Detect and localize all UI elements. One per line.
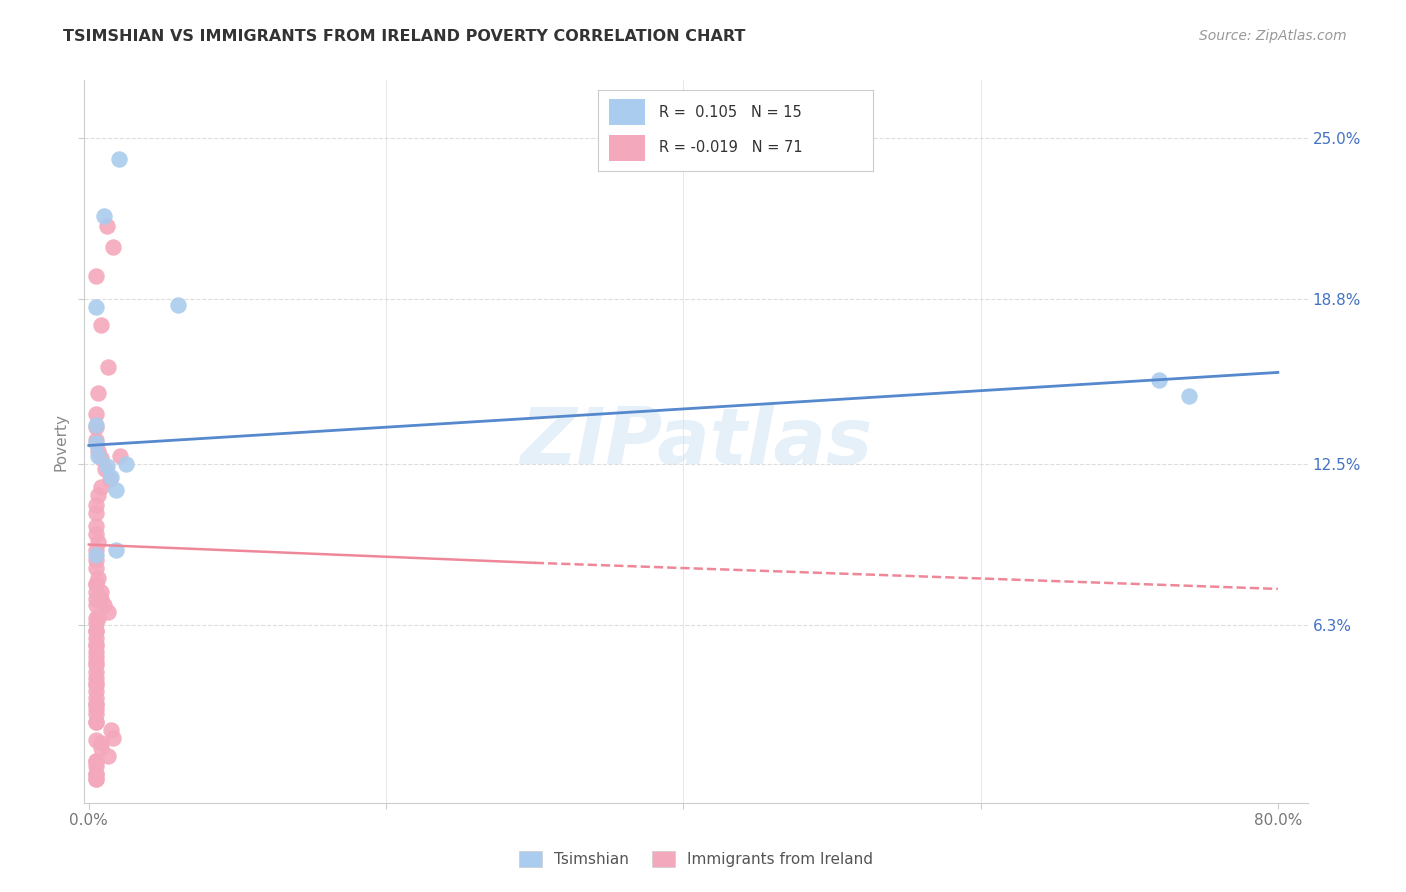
Point	[96, 219, 118, 234]
Point	[84, 610, 107, 624]
Text: TSIMSHIAN VS IMMIGRANTS FROM IRELAND POVERTY CORRELATION CHART: TSIMSHIAN VS IMMIGRANTS FROM IRELAND POV…	[63, 29, 745, 45]
Point	[84, 553, 107, 567]
Point	[84, 434, 107, 448]
Point	[87, 449, 110, 463]
Point	[84, 268, 107, 283]
Text: Source: ZipAtlas.com: Source: ZipAtlas.com	[1199, 29, 1347, 44]
Point	[84, 637, 107, 651]
Point	[84, 697, 107, 711]
Point	[84, 644, 107, 658]
Point	[115, 457, 138, 471]
Point	[93, 598, 115, 612]
Point	[84, 420, 107, 434]
Text: ZIPatlas: ZIPatlas	[520, 403, 872, 480]
Point	[97, 606, 120, 620]
Point	[84, 527, 107, 541]
Point	[84, 584, 107, 599]
Point	[100, 723, 122, 737]
Point	[84, 576, 107, 591]
Point	[84, 632, 107, 646]
Point	[97, 748, 120, 763]
Point	[90, 451, 112, 466]
Point	[98, 472, 121, 486]
Point	[84, 542, 107, 557]
Point	[90, 592, 112, 607]
Point	[84, 548, 107, 562]
Point	[90, 741, 112, 756]
Point	[84, 655, 107, 669]
Point	[84, 772, 107, 787]
Point	[84, 714, 107, 729]
Point	[93, 209, 115, 223]
Point	[84, 300, 107, 314]
Point	[90, 318, 112, 333]
Point	[84, 561, 107, 575]
Point	[108, 449, 131, 463]
Point	[84, 499, 107, 513]
Point	[87, 443, 110, 458]
Point	[87, 610, 110, 624]
Point	[167, 297, 190, 311]
Point	[84, 767, 107, 781]
Point	[84, 759, 107, 773]
Point	[101, 731, 124, 745]
Point	[84, 714, 107, 729]
Point	[84, 707, 107, 722]
Point	[84, 519, 107, 533]
Point	[84, 675, 107, 690]
Point	[84, 697, 107, 711]
Point	[90, 480, 112, 494]
Point	[84, 615, 107, 630]
Point	[84, 407, 107, 421]
Point	[84, 683, 107, 698]
Point	[90, 584, 112, 599]
Point	[84, 678, 107, 692]
Point	[107, 152, 129, 166]
Point	[84, 624, 107, 638]
Point	[84, 733, 107, 747]
Point	[84, 435, 107, 450]
Point	[84, 598, 107, 612]
Point	[84, 506, 107, 520]
Point	[84, 640, 107, 654]
Point	[94, 462, 117, 476]
Point	[104, 483, 127, 497]
Point	[97, 360, 120, 375]
Point	[84, 754, 107, 768]
Point	[87, 386, 110, 401]
Point	[84, 592, 107, 607]
Point	[84, 772, 107, 787]
Point	[84, 417, 107, 432]
Point	[1147, 373, 1170, 387]
Point	[84, 702, 107, 716]
Point	[84, 649, 107, 664]
Point	[96, 459, 118, 474]
Point	[1177, 389, 1199, 403]
Point	[84, 657, 107, 672]
Point	[87, 572, 110, 586]
Point	[84, 754, 107, 768]
Point	[100, 469, 122, 483]
Point	[90, 736, 112, 750]
Point	[84, 671, 107, 685]
Legend: Tsimshian, Immigrants from Ireland: Tsimshian, Immigrants from Ireland	[519, 852, 873, 867]
Point	[84, 691, 107, 706]
Point	[87, 535, 110, 549]
Point	[84, 767, 107, 781]
Point	[101, 240, 124, 254]
Point	[84, 665, 107, 680]
Point	[84, 624, 107, 638]
Point	[84, 576, 107, 591]
Point	[87, 488, 110, 502]
Point	[104, 542, 127, 557]
Y-axis label: Poverty: Poverty	[53, 412, 69, 471]
